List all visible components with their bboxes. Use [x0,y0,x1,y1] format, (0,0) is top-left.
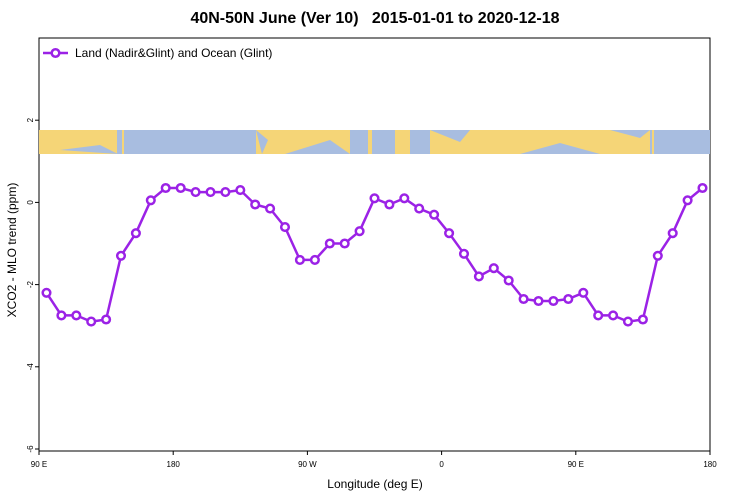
data-point [309,254,320,265]
data-point [339,238,350,249]
data-point [697,182,708,194]
y-axis-ticks: -6 -4 -2 0 2 [26,117,39,453]
data-point [130,228,141,239]
data-point [637,314,648,325]
data-point [71,310,82,321]
data-point [235,185,246,196]
chart-title: 40N-50N June (Ver 10) 2015-01-01 to 2020… [190,10,560,27]
y-tick-label: -6 [26,445,35,453]
y-tick-label: -2 [26,280,35,288]
data-point [324,238,335,249]
plot-frame [38,37,711,452]
data-point [265,203,276,214]
series-layer [41,182,708,327]
data-point [593,310,604,321]
data-point [220,187,231,198]
data-point [354,226,365,237]
data-point [294,254,305,265]
legend-marker [50,47,61,59]
map-coastline [60,145,118,154]
data-point [458,248,470,259]
data-point [190,187,201,198]
data-point [86,316,97,327]
map-coastline [610,130,650,138]
x-tick-label: 90 E [31,460,47,469]
data-point [667,228,678,239]
x-axis-ticks: 90 E 180 90 W 0 90 E 180 [31,451,717,469]
x-tick-label: 180 [703,460,717,469]
x-tick-label: 90 W [298,460,317,469]
data-point [488,263,499,274]
data-point [250,199,261,210]
x-tick-label: 180 [167,460,181,469]
map-land [122,130,124,154]
data-point [279,222,291,233]
data-point [444,228,455,239]
data-point [682,195,693,206]
data-point [115,250,127,261]
legend: Land (Nadir&Glint) and Ocean (Glint) [43,46,272,60]
data-point [548,295,559,307]
data-point [41,287,52,298]
data-point [160,182,171,194]
data-point [473,271,484,282]
data-point [563,293,574,305]
data-point [145,195,156,206]
map-land [652,130,654,154]
x-axis-label: Longitude (deg E) [327,477,423,491]
series-line [45,186,704,323]
data-point [205,187,216,198]
data-point [175,182,186,194]
data-point [533,295,544,307]
data-point [414,203,425,214]
data-point [652,250,663,261]
y-tick-label: 0 [26,200,35,205]
y-tick-label: -4 [26,363,35,371]
data-point [503,275,514,286]
world-map-strip [39,130,710,154]
x-tick-label: 90 E [568,460,584,469]
data-point [578,287,589,298]
map-coastline [520,143,600,154]
data-point [622,316,634,327]
data-point [56,310,67,321]
x-tick-label: 0 [439,460,444,469]
y-tick-label: 2 [26,117,35,122]
map-land [368,130,372,154]
map-coastline [256,130,268,154]
data-point [518,293,529,305]
data-point [369,193,380,204]
legend-label: Land (Nadir&Glint) and Ocean (Glint) [75,46,272,60]
data-point [429,209,440,220]
map-coastline [430,130,470,142]
data-point [608,310,619,321]
data-point [399,193,410,204]
map-land [395,130,410,154]
data-point [384,199,395,210]
map-coastline [285,140,350,154]
data-point [101,314,112,325]
